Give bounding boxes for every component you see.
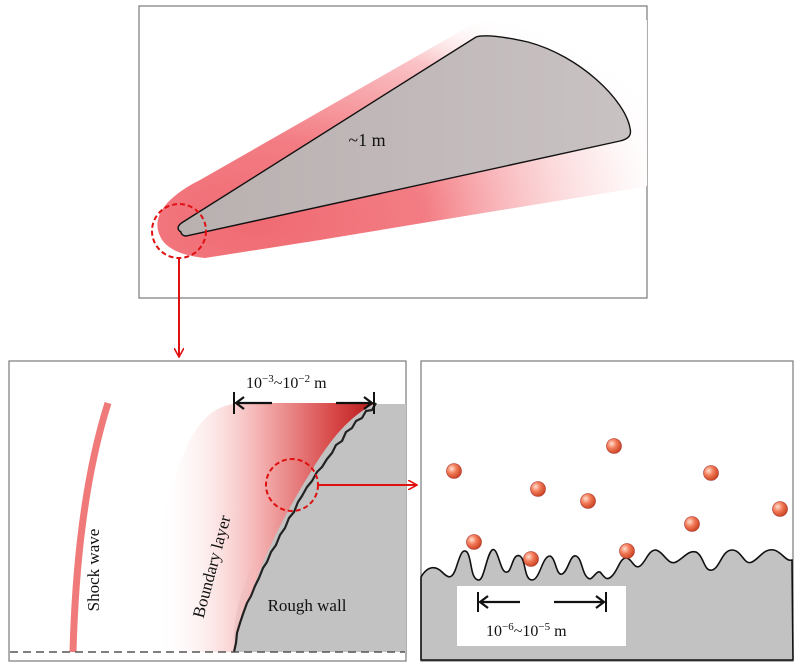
particle <box>580 493 596 509</box>
particle <box>446 463 462 479</box>
rough-wall <box>233 404 406 652</box>
roughness-scale-label: 10−6~10−5 m <box>486 621 567 640</box>
particles <box>446 438 788 567</box>
particle <box>523 551 539 567</box>
shock-wave <box>69 401 112 653</box>
top-panel: ~1 m <box>138 5 648 299</box>
shock-wave-label: Shock wave <box>84 529 103 612</box>
scale-arrow-right <box>336 396 374 410</box>
boundary-scale-label: 10−3~10−2 m <box>246 373 327 392</box>
particle <box>684 516 700 532</box>
scale-arrow-left <box>234 396 272 410</box>
particle <box>619 543 635 559</box>
roughness-scale-box <box>457 586 626 646</box>
rough-wall-edge <box>232 402 377 653</box>
bottom-right-panel: 10−6~10−5 m <box>420 360 794 662</box>
particle <box>772 501 788 517</box>
bottom-left-panel: 10−3~10−2 m Shock wave Boundary layer Ro… <box>8 360 407 662</box>
particle <box>466 534 482 550</box>
particle <box>606 438 622 454</box>
rough-wall-label: Rough wall <box>268 596 347 615</box>
roughness-arrow-right <box>554 595 606 609</box>
roughness-arrow-left <box>478 595 520 609</box>
particle <box>703 465 719 481</box>
particle <box>530 481 546 497</box>
boundary-layer <box>155 403 376 652</box>
vehicle-size-label: ~1 m <box>348 130 385 150</box>
vehicle-body <box>177 35 632 237</box>
